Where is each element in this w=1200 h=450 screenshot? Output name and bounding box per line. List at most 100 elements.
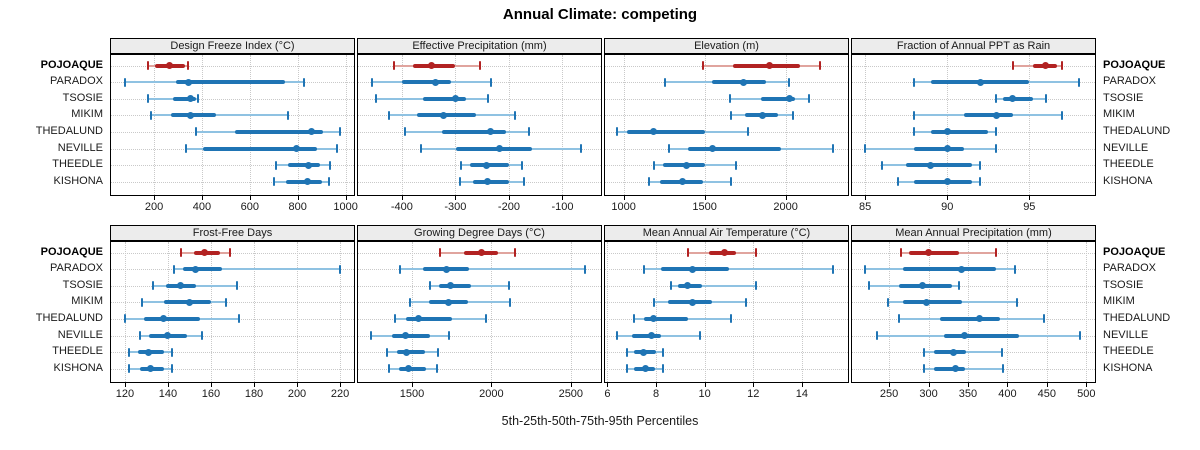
median-dot	[414, 315, 422, 323]
x-tick-label: 160	[201, 388, 221, 400]
cap-5th	[995, 94, 998, 104]
x-tick-label: 1500	[399, 388, 425, 400]
cap-5th	[195, 127, 198, 137]
median-dot	[402, 332, 410, 339]
x-tick	[656, 383, 658, 387]
cap-95th	[437, 347, 440, 357]
panel-elevation-m	[604, 54, 849, 196]
cap-95th	[832, 264, 835, 274]
median-dot	[427, 62, 435, 69]
x-gridline	[154, 55, 156, 195]
cap-5th	[147, 94, 150, 104]
whisker-5th-95th	[643, 268, 834, 271]
median-dot	[927, 161, 935, 169]
row-gridline	[852, 65, 1095, 67]
iqr-bar-25th-75th	[934, 366, 965, 371]
x-tick-label: 400	[192, 201, 212, 213]
cap-5th	[387, 364, 390, 374]
panel-fraction-of-annual-ppt-as-rain	[851, 54, 1096, 196]
iqr-bar-25th-75th	[175, 80, 285, 85]
median-dot	[679, 178, 687, 186]
cap-95th	[235, 281, 238, 291]
x-tick	[254, 383, 255, 387]
iqr-bar-25th-75th	[903, 300, 963, 305]
median-dot	[740, 78, 747, 86]
row-label-right-tsosie: TSOSIE	[1103, 278, 1144, 291]
median-dot	[640, 348, 648, 356]
row-label-right-mikim: MIKIM	[1103, 295, 1135, 308]
x-gridline	[704, 242, 706, 382]
row-label-left-paradox: PARADOX	[50, 262, 103, 275]
row-label-left-pojoaque: POJOAQUE	[40, 58, 103, 71]
row-label-right-theedle: THEEDLE	[1103, 345, 1154, 358]
median-dot	[201, 249, 209, 256]
cap-5th	[669, 281, 672, 291]
x-tick	[1029, 196, 1031, 200]
median-dot	[688, 265, 696, 273]
x-tick	[865, 196, 867, 200]
cap-95th	[744, 297, 747, 307]
median-dot	[720, 249, 728, 256]
panel-design-freeze-index-c	[110, 54, 355, 196]
iqr-bar-25th-75th	[173, 96, 196, 101]
row-label-right-kishona: KISHONA	[1103, 174, 1153, 187]
cap-95th	[336, 144, 339, 153]
cap-95th	[329, 160, 332, 170]
iqr-bar-25th-75th	[711, 80, 767, 85]
cap-95th	[832, 144, 835, 153]
median-dot	[1042, 62, 1050, 69]
x-gridline	[254, 242, 255, 382]
cap-5th	[1011, 61, 1014, 70]
iqr-bar-25th-75th	[235, 129, 323, 134]
cap-95th	[1061, 110, 1064, 120]
median-dot	[308, 128, 316, 136]
median-dot	[684, 282, 692, 290]
cap-5th	[625, 347, 628, 357]
median-dot	[1009, 95, 1017, 103]
row-gridline	[111, 368, 354, 370]
row-gridline	[111, 352, 354, 354]
median-dot	[452, 95, 460, 103]
cap-5th	[386, 347, 389, 357]
x-tick-label: 180	[244, 388, 264, 400]
cap-95th	[514, 110, 517, 120]
x-tick-label: 1000	[611, 201, 636, 213]
cap-5th	[139, 331, 142, 340]
cap-95th	[662, 364, 665, 374]
row-gridline	[605, 368, 848, 370]
median-dot	[650, 128, 658, 136]
x-tick-label: -200	[497, 201, 520, 213]
x-tick-label: 2000	[479, 388, 504, 400]
cap-95th	[958, 281, 961, 291]
cap-5th	[876, 331, 879, 340]
cap-95th	[339, 264, 342, 274]
iqr-bar-25th-75th	[288, 163, 321, 168]
x-tick-label: 500	[1077, 388, 1096, 400]
row-label-right-pojoaque: POJOAQUE	[1103, 58, 1166, 71]
x-tick-label: 2500	[558, 388, 584, 400]
cap-95th	[528, 127, 531, 137]
x-gridline	[704, 55, 706, 195]
cap-95th	[698, 331, 701, 340]
median-dot	[943, 128, 951, 136]
x-gridline	[491, 242, 493, 382]
median-dot	[918, 282, 926, 290]
whisker-5th-95th	[150, 114, 289, 117]
iqr-bar-25th-75th	[930, 129, 989, 134]
row-label-left-paradox: PARADOX	[50, 75, 103, 88]
panel-strip-effective-precipitation-mm: Effective Precipitation (mm)	[357, 38, 602, 54]
row-gridline	[605, 115, 848, 117]
median-dot	[688, 298, 696, 306]
cap-95th	[327, 177, 330, 187]
iqr-bar-25th-75th	[963, 113, 1013, 118]
row-label-left-theedle: THEEDLE	[52, 158, 103, 171]
x-tick-label: 6	[604, 388, 611, 400]
cap-5th	[128, 364, 131, 374]
iqr-bar-25th-75th	[170, 113, 217, 118]
x-gridline	[928, 242, 930, 382]
cap-5th	[663, 77, 666, 87]
x-tick	[928, 383, 930, 387]
row-label-right-theedle: THEEDLE	[1103, 158, 1154, 171]
panel-mean-annual-precipitation-mm	[851, 241, 1096, 383]
x-tick	[753, 383, 755, 387]
